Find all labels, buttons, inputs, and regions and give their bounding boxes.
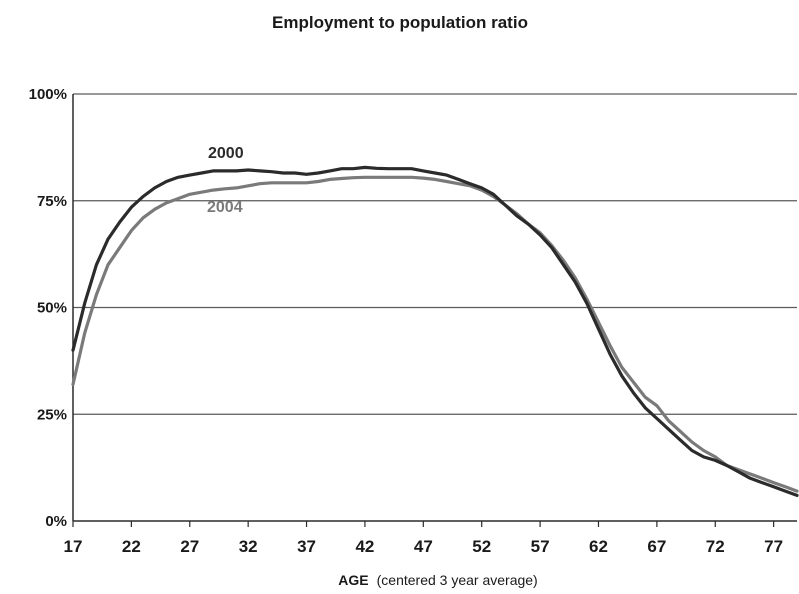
x-tick-labels: 17 22 27 32 37 42 47 52 57 62 67 72 77 <box>64 537 784 556</box>
x-tick-label-42: 42 <box>355 537 374 556</box>
gridlines <box>73 93 797 415</box>
x-tick-label-37: 37 <box>297 537 316 556</box>
x-axis-label: AGE (centered 3 year average) <box>338 572 537 589</box>
x-tick-label-72: 72 <box>706 537 725 556</box>
x-axis-label-sub: (centered 3 year average) <box>377 572 538 588</box>
series-line-2004 <box>71 175 799 493</box>
x-tick-label-17: 17 <box>64 537 83 556</box>
x-tick-label-27: 27 <box>180 537 199 556</box>
x-tick-label-67: 67 <box>647 537 666 556</box>
x-tick-label-47: 47 <box>414 537 433 556</box>
y-tick-label-0: 0% <box>45 513 67 530</box>
x-tick-label-22: 22 <box>122 537 141 556</box>
y-tick-label-75: 75% <box>37 193 67 210</box>
series-label-2000: 2000 <box>208 145 244 162</box>
axes <box>72 94 797 527</box>
x-tick-label-52: 52 <box>472 537 491 556</box>
series-label-2004: 2004 <box>207 199 243 216</box>
y-tick-label-50: 50% <box>37 300 67 317</box>
x-tick-label-77: 77 <box>764 537 783 556</box>
x-tick-label-32: 32 <box>239 537 258 556</box>
y-tick-label-100: 100% <box>29 86 67 103</box>
y-tick-label-25: 25% <box>37 406 67 423</box>
chart-title: Employment to population ratio <box>272 13 528 32</box>
series-lines <box>71 165 799 497</box>
x-axis-label-main: AGE <box>338 572 368 588</box>
series-line-2000 <box>71 165 799 497</box>
x-tick-label-57: 57 <box>531 537 550 556</box>
x-tick-label-62: 62 <box>589 537 608 556</box>
y-tick-labels: 0% 25% 50% 75% 100% <box>29 86 67 530</box>
